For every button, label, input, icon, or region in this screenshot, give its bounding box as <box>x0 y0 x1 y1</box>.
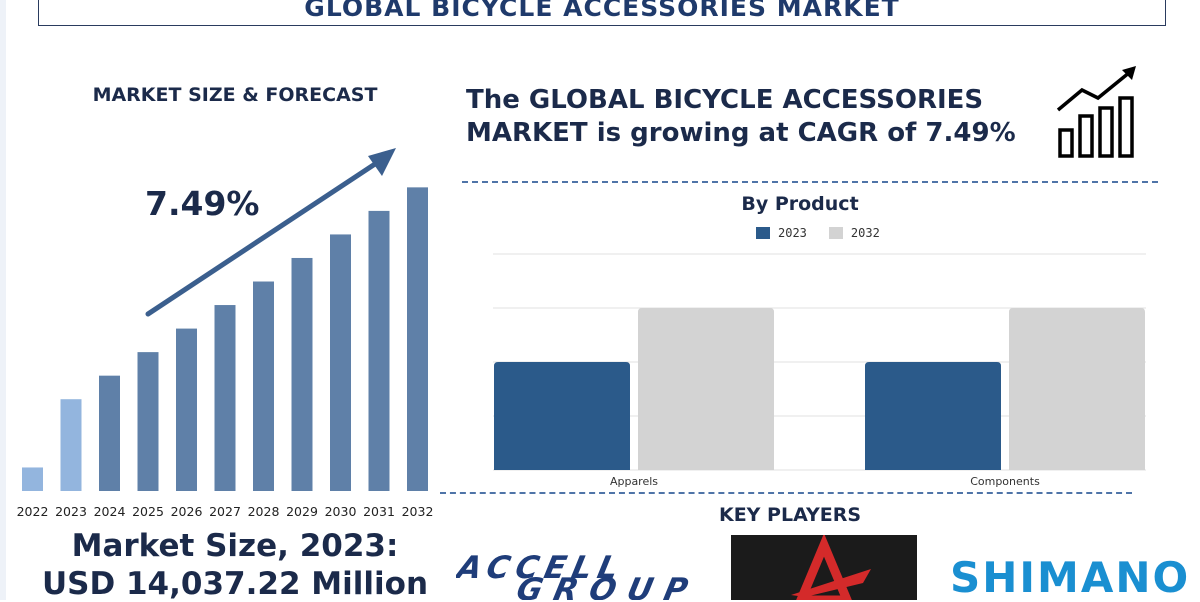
legend-swatch-2032 <box>828 227 843 239</box>
cagr-value: 7.49% <box>145 184 260 223</box>
by-product-title: By Product <box>741 193 859 215</box>
forecast-tick-2027: 2027 <box>209 504 241 519</box>
forecast-tick-2029: 2029 <box>286 504 318 519</box>
cagr-headline: The GLOBAL BICYCLE ACCESSORIES MARKET is… <box>466 85 1016 148</box>
forecast-tick-2024: 2024 <box>94 504 126 519</box>
forecast-bar-2029 <box>291 257 313 491</box>
legend-label-2032: 2032 <box>850 226 880 240</box>
legend-item-2023: 2023 <box>756 226 807 240</box>
forecast-tick-2025: 2025 <box>132 504 164 519</box>
key-players-title: KEY PLAYERS <box>718 504 862 526</box>
forecast-bar-2022 <box>22 467 43 491</box>
forecast-tick-2022: 2022 <box>17 504 49 519</box>
growth-arrow <box>145 148 396 317</box>
forecast-chart: 2022 2023 2024 2025 2026 2027 2028 2029 2030 2031… <box>17 148 434 519</box>
legend-item-2032: 2032 <box>828 226 880 240</box>
red-emblem-icon <box>791 535 871 600</box>
divider-top <box>462 181 1158 183</box>
forecast-tick-2028: 2028 <box>248 504 280 519</box>
shimano-logo: SHIMANO <box>950 553 1191 602</box>
forecast-bar-2024 <box>99 375 120 491</box>
market-size-label: Market Size, 2023: <box>71 528 399 564</box>
forecast-bar-2023 <box>60 399 82 491</box>
chart-legend: 2023 2032 <box>756 226 880 240</box>
market-size-heading: MARKET SIZE & FORECAST <box>92 84 378 106</box>
page-edge <box>0 0 6 600</box>
growth-chart-icon <box>1056 66 1136 158</box>
market-size-value: USD 14,037.22 Million <box>41 566 429 602</box>
forecast-bar-2032 <box>407 187 428 491</box>
legend-swatch-2023 <box>756 227 770 239</box>
accell-logo-line2: GROUP <box>513 572 691 600</box>
product-bar-components-2032 <box>1009 308 1145 470</box>
legend-label-2023: 2023 <box>778 226 807 240</box>
accell-group-logo: ACCELL GROUP <box>456 550 691 600</box>
forecast-tick-2030: 2030 <box>325 504 357 519</box>
forecast-bar-2031 <box>368 210 390 491</box>
category-label-apparels: Apparels <box>609 475 659 488</box>
forecast-bar-2030 <box>330 234 351 491</box>
forecast-bar-2026 <box>176 328 197 491</box>
brand-logo-red <box>731 535 917 600</box>
forecast-tick-2031: 2031 <box>363 504 395 519</box>
page-title: GLOBAL BICYCLE ACCESSORIES MARKET <box>304 0 900 22</box>
product-bar-apparels-2023 <box>494 362 630 470</box>
forecast-tick-2026: 2026 <box>171 504 203 519</box>
product-bar-components-2023 <box>865 362 1001 470</box>
by-product-chart <box>493 253 1146 471</box>
category-label-components: Components <box>970 475 1040 488</box>
forecast-tick-2032: 2032 <box>402 504 434 519</box>
forecast-bar-2027 <box>214 305 236 491</box>
title-banner: GLOBAL BICYCLE ACCESSORIES MARKET <box>38 0 1166 26</box>
divider-bottom <box>440 492 1132 494</box>
forecast-tick-2023: 2023 <box>55 504 87 519</box>
forecast-bar-2025 <box>137 352 159 491</box>
forecast-bar-2028 <box>253 281 274 491</box>
product-bar-apparels-2032 <box>638 308 774 470</box>
